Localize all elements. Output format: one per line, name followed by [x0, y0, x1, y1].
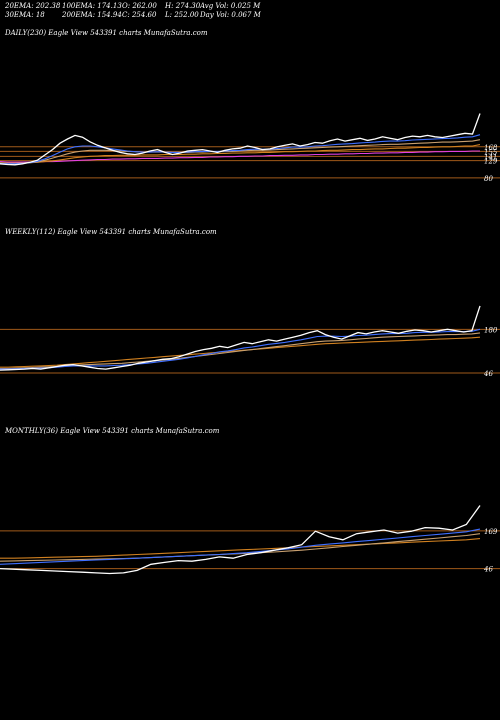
level-label: 168	[484, 144, 498, 152]
level-label: 46	[483, 370, 493, 378]
weekly-panel-title: WEEKLY(112) Eagle View 543391 charts Mun…	[5, 228, 217, 236]
open-label: O: 262.00	[122, 2, 157, 10]
level-label: 129	[484, 158, 498, 166]
ema-slow-line	[0, 336, 481, 368]
monthly-panel-title: MONTHLY(36) Eagle View 543391 charts Mun…	[5, 427, 220, 435]
level-label: 169	[484, 528, 498, 536]
ema-mid-line	[0, 332, 481, 370]
ema-slow-line	[0, 144, 481, 164]
level-label: 46	[483, 566, 493, 574]
monthly-chart: 169 46	[0, 505, 500, 575]
ema200-label: 200EMA: 154.94	[62, 11, 122, 19]
close-label: C: 254.60	[122, 11, 157, 19]
ema100-label: 100EMA: 174.13	[62, 2, 122, 10]
level-label: 155	[484, 148, 498, 156]
level-label: 80	[484, 175, 493, 183]
low-label: L: 252.00	[165, 11, 199, 19]
ema-fast-line	[0, 528, 481, 565]
weekly-chart: 180 46	[0, 305, 500, 378]
ema-long-line	[0, 150, 480, 163]
ema-slow-line	[0, 538, 481, 559]
level-label: 180	[484, 326, 498, 334]
ema20-label: 20EMA: 202.38	[5, 2, 61, 10]
price-line	[0, 113, 481, 166]
ema-fast-line	[0, 134, 481, 165]
avg-volume-label: Avg Vol: 0.025 M	[200, 2, 261, 10]
price-line	[0, 505, 481, 575]
ema-mid-line	[0, 139, 481, 164]
day-volume-label: Day Vol: 0.067 M	[200, 11, 261, 19]
ema30-label: 30EMA: 18	[5, 11, 45, 19]
daily-panel-title: DAILY(230) Eagle View 543391 charts Muna…	[5, 29, 208, 37]
ema-fast-line	[0, 328, 481, 370]
price-line	[0, 305, 481, 371]
high-label: H: 274.30	[165, 2, 201, 10]
level-label: 141	[484, 153, 497, 161]
